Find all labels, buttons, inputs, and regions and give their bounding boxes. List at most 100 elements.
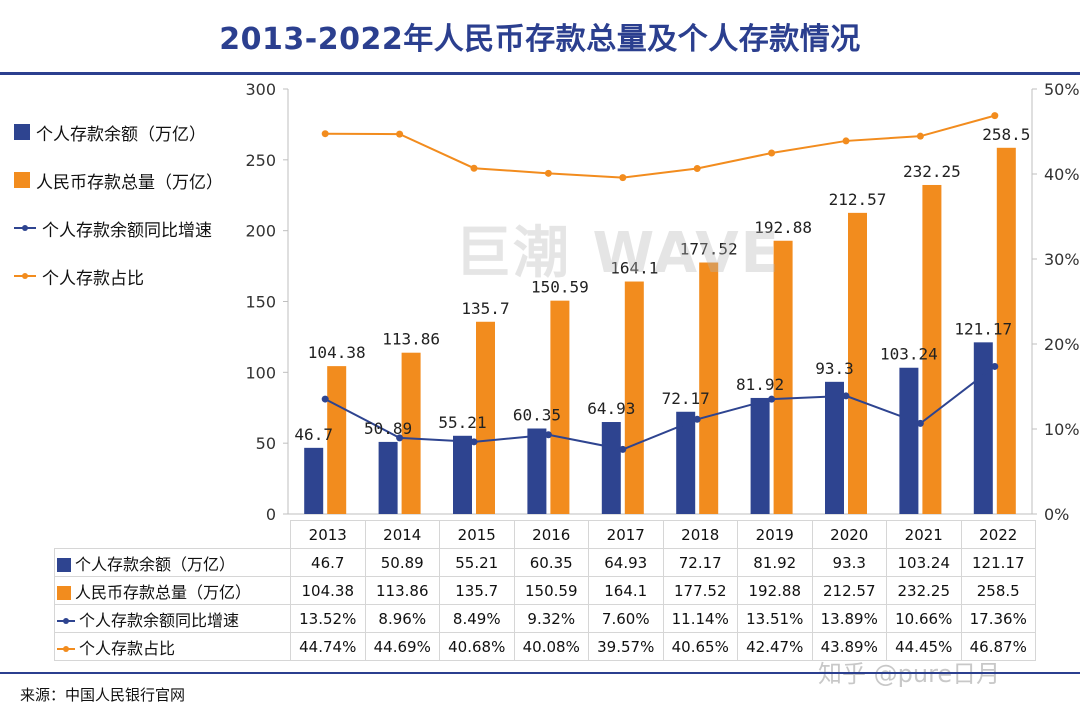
table-cell: 150.59 [513, 576, 589, 605]
data-label-personal: 103.24 [880, 345, 938, 364]
y-right-tick-label: 30% [1044, 250, 1080, 269]
data-label-personal: 46.7 [294, 425, 333, 444]
y-right-tick-label: 10% [1044, 420, 1080, 439]
table-cell: 177.52 [662, 576, 738, 605]
table-cell: 46.87% [960, 632, 1036, 661]
share-point [544, 169, 552, 177]
data-label-personal: 60.35 [513, 406, 561, 425]
table-cell: 81.92 [737, 548, 813, 577]
y-left-tick-label: 50 [256, 434, 276, 453]
bar-total [699, 262, 719, 514]
data-label-total: 150.59 [531, 278, 589, 297]
bar-personal [601, 422, 621, 514]
table-cell: 8.49% [439, 604, 515, 633]
y-right-tick-label: 20% [1044, 335, 1080, 354]
legend-label-share: 个人存款占比 [42, 268, 144, 289]
table-label-text-share: 个人存款占比 [79, 638, 176, 658]
y-left-tick-label: 0 [266, 505, 276, 520]
share-point [619, 174, 627, 182]
bar-personal [825, 381, 844, 514]
share-point [842, 137, 850, 145]
table-cell: 44.45% [886, 632, 962, 661]
share-line [325, 114, 996, 179]
legend-swatch-share [14, 273, 36, 279]
data-label-personal: 55.21 [438, 413, 486, 432]
y-left-tick-label: 100 [245, 363, 276, 382]
table-header-year: 2021 [886, 520, 962, 549]
table-cell: 13.89% [811, 604, 887, 633]
y-right-tick-label: 40% [1044, 165, 1080, 184]
table-cell: 60.35 [513, 548, 589, 577]
data-table: 2013 2014 2015 2016 2017 2018 2019 2020 2021 2022… [54, 520, 1036, 661]
table-cell: 135.7 [439, 576, 515, 605]
table-cell: 43.89% [811, 632, 887, 661]
bar-total [476, 321, 495, 514]
growth-point [619, 445, 627, 453]
table-swatch-growth [57, 617, 75, 624]
table-cell: 17.36% [960, 604, 1036, 633]
share-point [693, 164, 701, 172]
table-cell: 164.1 [588, 576, 664, 605]
table-header-year: 2020 [811, 520, 887, 549]
bar-personal [304, 447, 324, 514]
legend-swatch-total [14, 172, 30, 188]
y-left-tick-label: 150 [245, 293, 276, 312]
table-label-text-personal: 个人存款余额（万亿） [75, 554, 236, 574]
table-cell: 121.17 [960, 548, 1036, 577]
share-point [321, 130, 329, 138]
data-label-total: 164.1 [610, 259, 658, 278]
table-cell: 44.74% [290, 632, 366, 661]
table-label-text-growth: 个人存款余额同比增速 [79, 610, 240, 630]
table-row-label-growth: 个人存款余额同比增速 [54, 604, 291, 633]
table-cell: 46.7 [290, 548, 366, 577]
share-point [916, 132, 924, 140]
y-right-tick-label: 0% [1044, 505, 1069, 520]
table-cell: 104.38 [290, 576, 366, 605]
bar-personal [899, 367, 919, 514]
legend: 个人存款余额（万亿） 人民币存款总量（万亿） 个人存款余额同比增速 个人存款占比 [14, 108, 254, 300]
table-body: 个人存款余额（万亿） 46.7 50.89 55.21 60.35 64.93 72.17… [54, 548, 1036, 661]
data-label-total: 232.25 [903, 162, 961, 181]
growth-point [768, 395, 776, 403]
data-label-total: 258.5 [982, 125, 1030, 144]
chart-title: 2013-2022年人民币存款总量及个人存款情况 [219, 22, 861, 57]
table-cell: 10.66% [886, 604, 962, 633]
table-cell: 9.32% [513, 604, 589, 633]
table-cell: 64.93 [588, 548, 664, 577]
table-cell: 42.47% [737, 632, 813, 661]
bar-personal [750, 397, 770, 514]
bar-total [401, 352, 421, 514]
share-point [396, 130, 404, 138]
y-left-tick-label: 300 [245, 80, 276, 99]
bar-total [848, 212, 867, 514]
table-cell: 103.24 [886, 548, 962, 577]
bar-personal [973, 342, 993, 514]
table-cell: 55.21 [439, 548, 515, 577]
bar-total [773, 240, 793, 514]
table-header-year: 2019 [737, 520, 813, 549]
data-label-personal: 50.89 [364, 419, 412, 438]
growth-point [991, 362, 999, 370]
y-left-tick-label: 250 [245, 151, 276, 170]
table-header-year: 2017 [588, 520, 664, 549]
data-label-personal: 121.17 [954, 319, 1012, 338]
table-row-personal: 个人存款余额（万亿） 46.7 50.89 55.21 60.35 64.93 72.17… [54, 548, 1036, 577]
data-label-personal: 64.93 [587, 399, 635, 418]
chart-plot: 0 50 100 150 200 250 300 0% 10% 20% 30% 40% 50% 104.3… [245, 80, 1080, 520]
table-corner [54, 520, 291, 549]
data-label-total: 135.7 [461, 299, 509, 318]
data-label-total: 177.52 [680, 240, 738, 259]
growth-point [544, 431, 552, 439]
table-cell: 13.51% [737, 604, 813, 633]
legend-item-share: 个人存款占比 [14, 252, 254, 300]
share-point [991, 112, 999, 120]
y-left-tick-label: 200 [245, 222, 276, 241]
table-cell: 93.3 [811, 548, 887, 577]
legend-swatch-growth [14, 225, 36, 231]
growth-point [321, 395, 329, 403]
table-cell: 40.65% [662, 632, 738, 661]
table-cell: 13.52% [290, 604, 366, 633]
table-cell: 72.17 [662, 548, 738, 577]
table-row-label-share: 个人存款占比 [54, 632, 291, 661]
table-cell: 44.69% [364, 632, 440, 661]
